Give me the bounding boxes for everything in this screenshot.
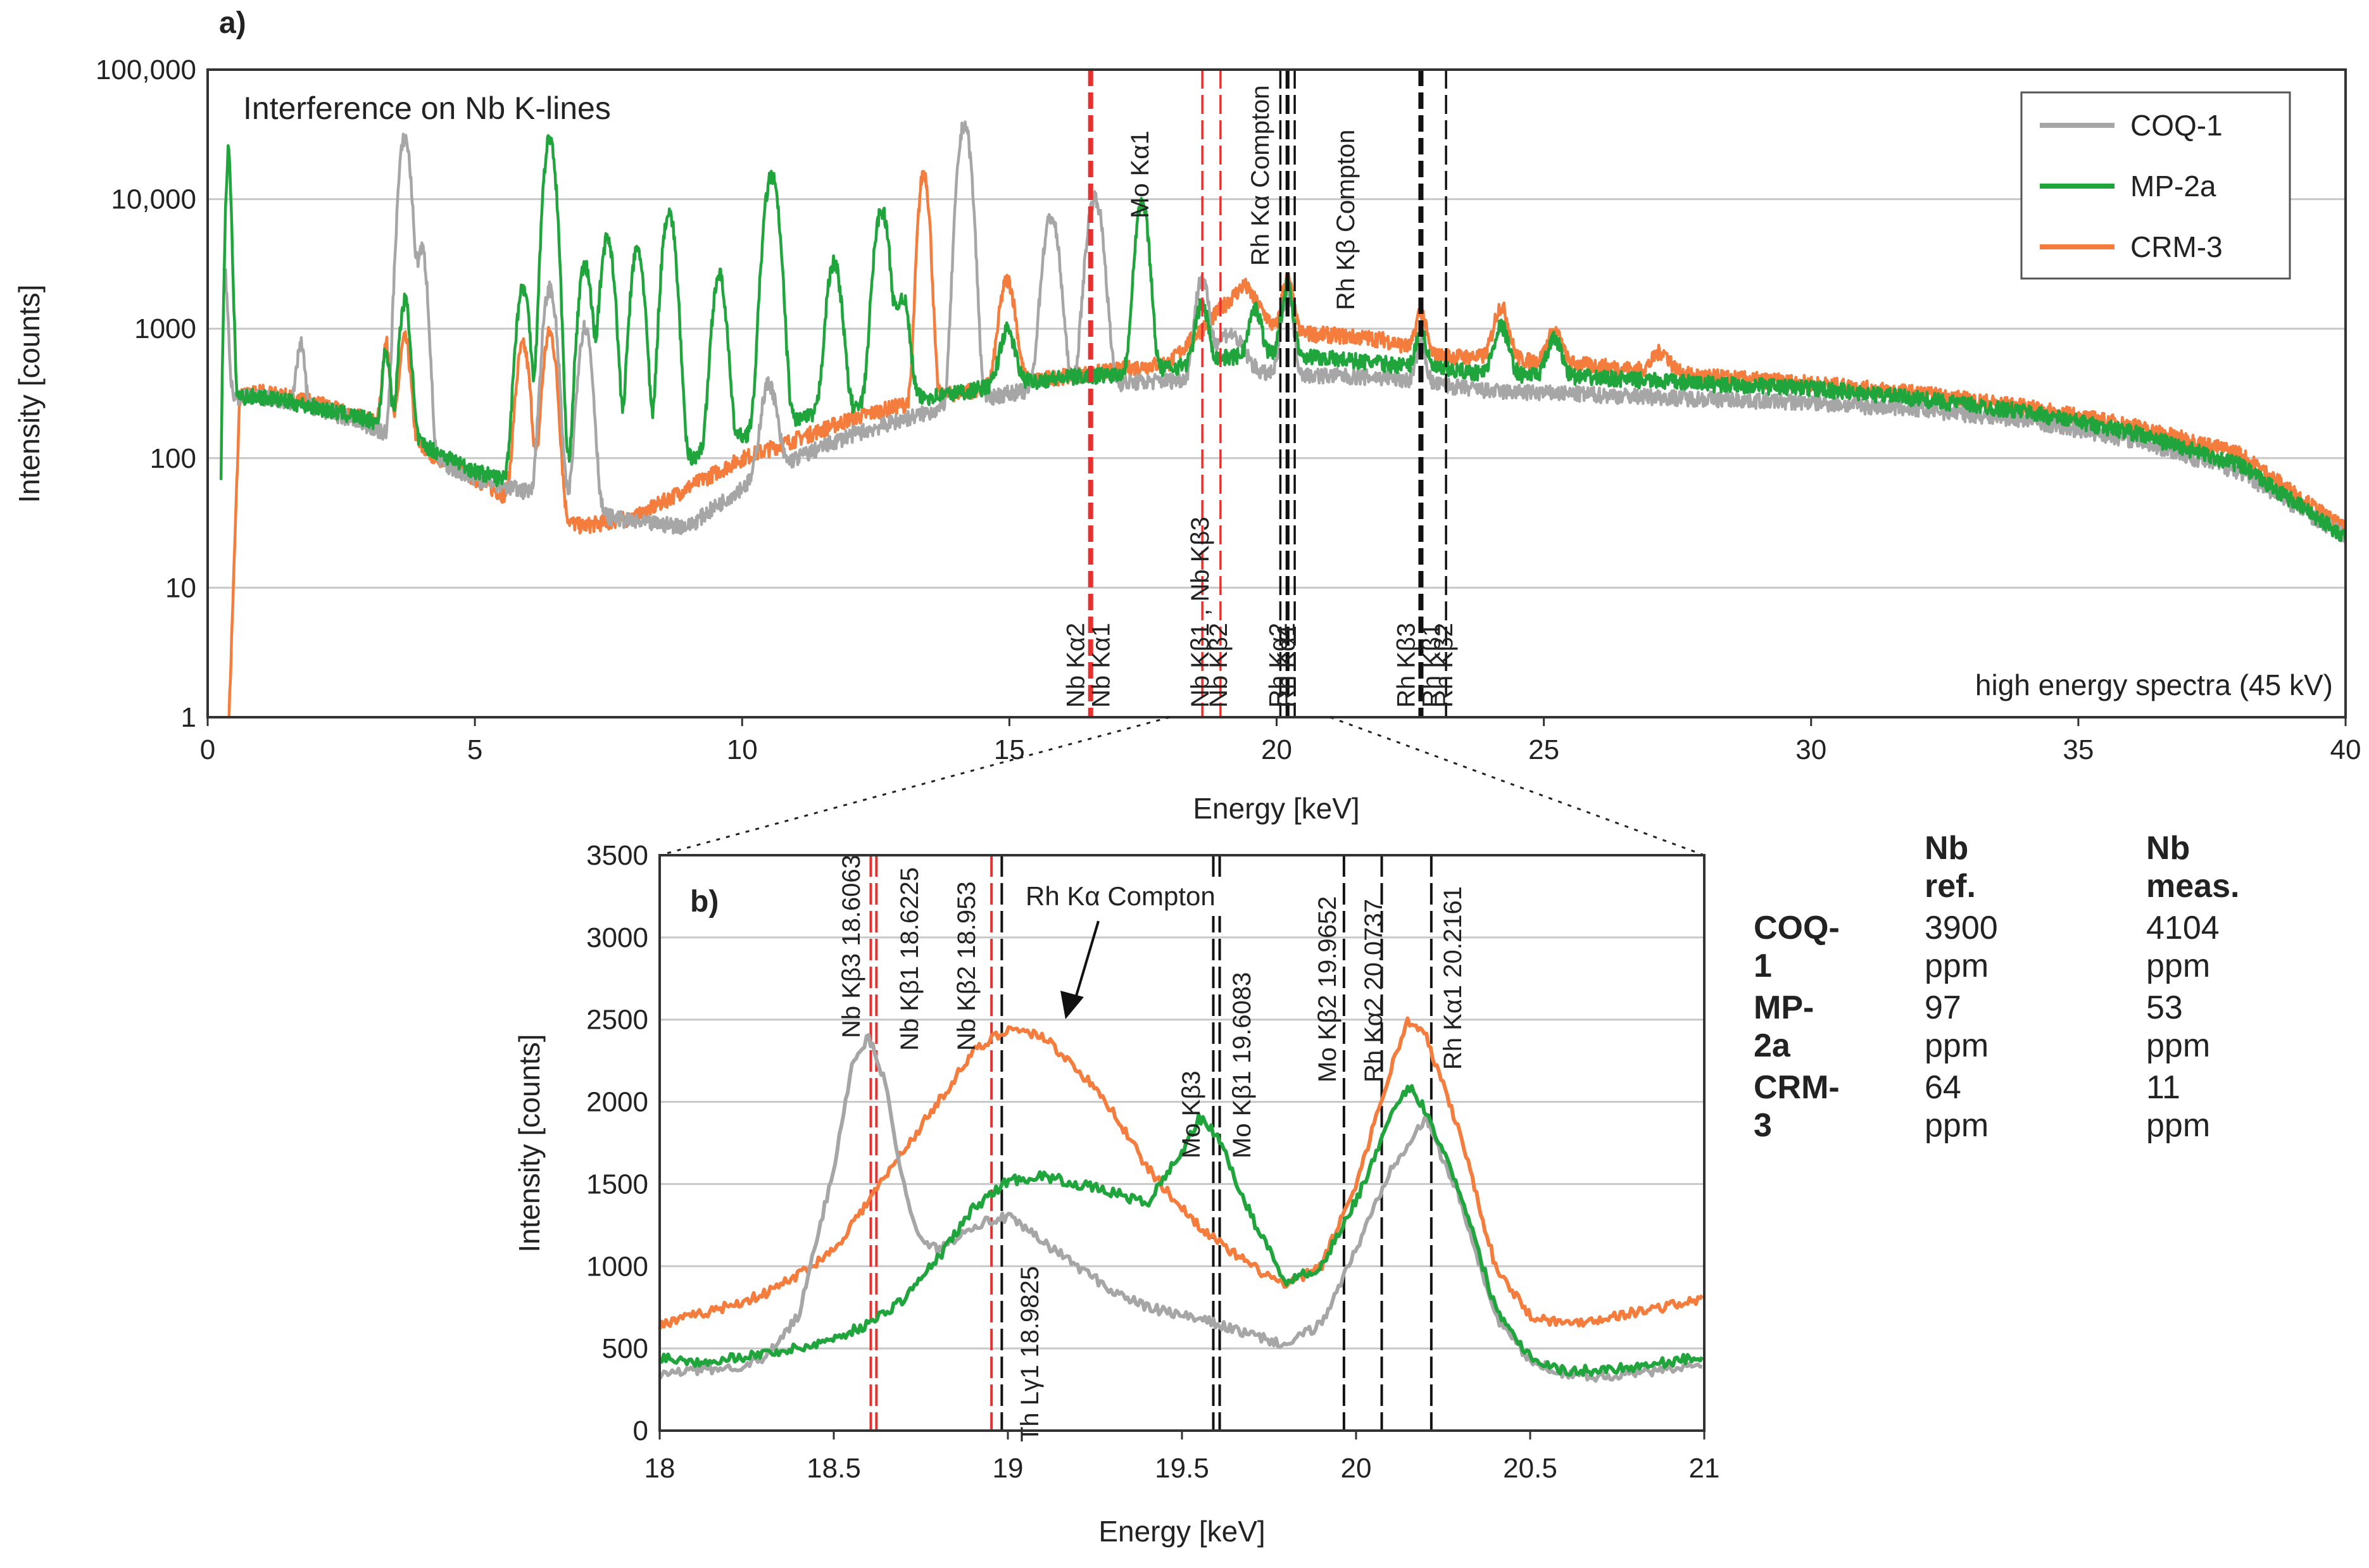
zoom-connector xyxy=(1329,716,1705,856)
line-label: Rh Kβ2 xyxy=(1430,623,1458,708)
y-tick-label: 1000 xyxy=(134,313,196,344)
sample-name: COQ-1 xyxy=(1754,910,1840,984)
peak-label: Rh Kα Compton xyxy=(1247,85,1274,266)
line-label: Mo Kβ1 19.6083 xyxy=(1228,972,1256,1158)
y-tick-label: 10 xyxy=(165,572,196,603)
y-tick-label: 2500 xyxy=(586,1005,648,1036)
x-tick-label: 18.5 xyxy=(807,1453,861,1484)
line-label: Rh Kα1 20.2161 xyxy=(1439,886,1467,1070)
line-label: Rh Kα1 xyxy=(1272,623,1300,708)
line-label: Mo Kβ3 xyxy=(1178,1070,1205,1158)
x-tick-label: 15 xyxy=(994,734,1025,765)
panel-label: a) xyxy=(219,6,246,40)
y-tick-label: 0 xyxy=(633,1415,648,1446)
x-tick-label: 35 xyxy=(2063,734,2094,765)
y-tick-label: 500 xyxy=(602,1333,648,1364)
line-label: Rh Kβ3 xyxy=(1392,623,1420,708)
y-tick-label: 1 xyxy=(181,702,196,733)
callout-arrow xyxy=(1072,920,1100,1007)
nb-ref-value: 97 ppm xyxy=(1925,989,1989,1064)
header-nb-meas: Nb meas. xyxy=(2146,830,2240,905)
y-axis-label: Intensity [counts] xyxy=(513,1034,546,1252)
line-label: Nb Kα1 xyxy=(1088,623,1115,708)
y-axis-label: Intensity [counts] xyxy=(13,284,46,503)
y-tick-label: 1000 xyxy=(586,1251,648,1282)
sample-name: CRM-3 xyxy=(1754,1069,1840,1144)
line-label: Nb Kα2 xyxy=(1062,623,1090,708)
panel-a: 1 10 100 1000 10,000 100,000 0 5 10 15 20 25 30 35 40 N… xyxy=(13,6,2361,825)
peak-label: Mo Kα1 xyxy=(1126,130,1154,218)
peak-label: Rh Kβ Compton xyxy=(1332,130,1360,310)
nb-ref-value: 3900 ppm xyxy=(1925,910,1998,984)
line-label: Nb Kβ2 xyxy=(1205,623,1233,708)
line-label: Rh Kβ1 xyxy=(1417,623,1445,708)
panel-label: b) xyxy=(690,885,719,919)
legend-label: COQ-1 xyxy=(2130,109,2223,142)
spectrum-line-crm-3 xyxy=(658,1016,1704,1330)
x-tick-label: 19 xyxy=(993,1453,1024,1484)
callout-arrowhead xyxy=(1060,991,1084,1019)
x-tick-label: 10 xyxy=(727,734,758,765)
y-tick-label: 1500 xyxy=(586,1169,648,1200)
sample-name: MP-2a xyxy=(1754,989,1814,1064)
x-tick-label: 19.5 xyxy=(1155,1453,1209,1484)
x-tick-label: 30 xyxy=(1795,734,1826,765)
callout-bg xyxy=(1019,877,1235,916)
spectrum-line-mp-2a xyxy=(219,134,2347,543)
callout-label: Rh Kα Compton xyxy=(1026,881,1216,911)
line-label: Mo Kβ2 19.9652 xyxy=(1314,896,1342,1082)
line-label: Rh Kα2 20.0737 xyxy=(1360,899,1388,1082)
line-label: Th Lγ1 18.9825 xyxy=(1016,1266,1044,1442)
line-label: Nb Kβ1 18.6225 xyxy=(896,867,924,1051)
x-tick-label: 20.5 xyxy=(1503,1453,1557,1484)
plot-frame xyxy=(658,854,1706,1432)
nb-ref-value: 64 ppm xyxy=(1925,1069,1989,1144)
legend-label: CRM-3 xyxy=(2130,230,2223,263)
spectrum-line-mp-2a xyxy=(658,1084,1704,1377)
legend-label: MP-2a xyxy=(2130,170,2216,203)
line-label: Nb Kβ1 , Nb Kβ3 xyxy=(1186,517,1214,708)
plot-frame xyxy=(206,68,2347,718)
y-tick-label: 2000 xyxy=(586,1087,648,1118)
x-tick-label: 20 xyxy=(1341,1453,1372,1484)
y-tick-label: 100,000 xyxy=(96,54,196,85)
x-tick-label: 40 xyxy=(2330,734,2361,765)
x-axis-label: Energy [keV] xyxy=(1098,1515,1265,1548)
x-tick-label: 5 xyxy=(467,734,482,765)
x-tick-label: 25 xyxy=(1528,734,1559,765)
zoom-connector-lines xyxy=(659,716,1705,856)
x-tick-label: 18 xyxy=(644,1453,676,1484)
line-label: Nb Kβ2 18.953 xyxy=(953,881,981,1051)
nb-meas-value: 11 ppm xyxy=(2146,1069,2211,1144)
zoom-connector xyxy=(659,716,1171,856)
nb-meas-value: 53 ppm xyxy=(2146,989,2211,1064)
y-tick-label: 100 xyxy=(150,443,196,474)
chart-title: Interference on Nb K-lines xyxy=(243,91,611,126)
x-tick-label: 0 xyxy=(200,734,215,765)
x-tick-label: 21 xyxy=(1689,1453,1720,1484)
y-tick-label: 10,000 xyxy=(111,184,196,215)
x-tick-label: 20 xyxy=(1261,734,1292,765)
y-tick-label: 3000 xyxy=(586,922,648,953)
header-nb-ref: Nb ref. xyxy=(1925,830,1976,905)
panel-b: 0 500 1000 1500 2000 2500 3000 3500 18 18.5 19 19.5… xyxy=(513,840,1719,1548)
nb-meas-value: 4104 ppm xyxy=(2146,910,2220,984)
y-tick-label: 3500 xyxy=(586,840,648,871)
annotation: high energy spectra (45 kV) xyxy=(1975,668,2333,701)
line-label: Nb Kβ3 18.6063 xyxy=(838,855,865,1038)
x-axis-label: Energy [keV] xyxy=(1193,792,1359,825)
